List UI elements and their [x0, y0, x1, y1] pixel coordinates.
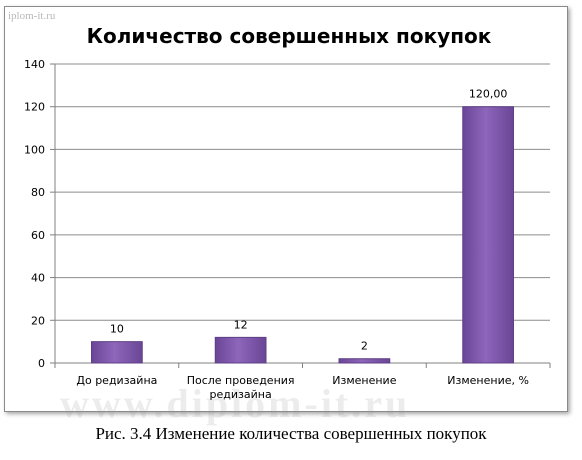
bar — [462, 106, 514, 364]
bar — [338, 358, 391, 364]
data-label: 10 — [110, 323, 124, 336]
figure-caption: Рис. 3.4 Изменение количества совершенны… — [95, 424, 487, 443]
chart-title: Количество совершенных покупок — [87, 24, 492, 48]
y-tick-label: 140 — [24, 58, 45, 71]
y-tick-label: 60 — [31, 229, 45, 242]
data-label: 12 — [234, 318, 248, 331]
x-category-label: Изменение — [332, 374, 396, 387]
x-category-label: После проведения редизайна — [187, 374, 295, 401]
bar — [91, 341, 143, 364]
y-tick-label: 0 — [38, 357, 45, 370]
watermark-bottom: www.diplom-it.ru — [60, 381, 411, 426]
y-tick-label: 120 — [24, 101, 45, 114]
y-tick-label: 80 — [31, 186, 45, 199]
y-tick-label: 20 — [31, 314, 45, 327]
x-category-label: Изменение, % — [447, 374, 529, 387]
watermark-top: iplom-it.ru — [8, 10, 56, 22]
y-tick-label: 100 — [24, 143, 45, 156]
y-tick-label: 40 — [31, 272, 45, 285]
data-label: 2 — [361, 340, 368, 353]
data-label: 120,00 — [469, 88, 508, 101]
bar — [214, 336, 267, 364]
x-category-label: До редизайна — [76, 374, 157, 387]
